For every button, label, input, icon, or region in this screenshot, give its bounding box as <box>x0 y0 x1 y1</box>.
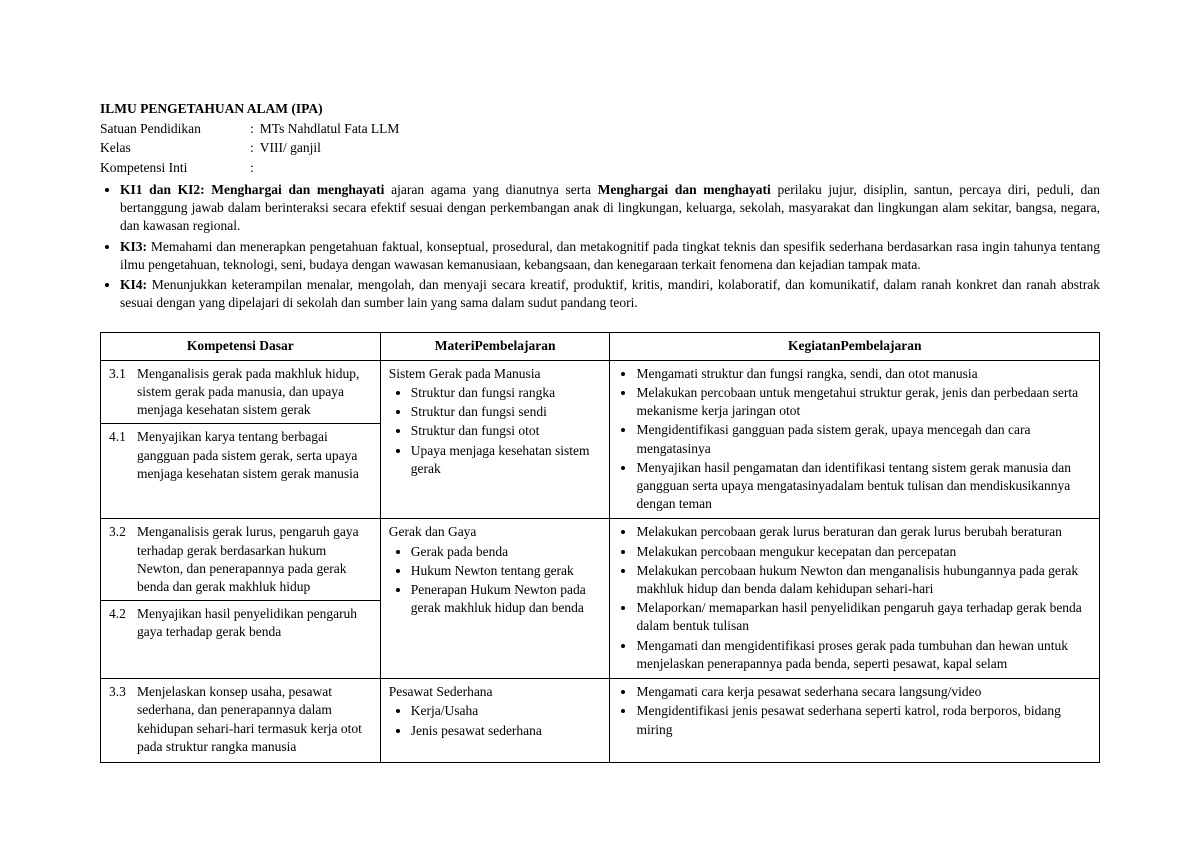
kegiatan-item: Mengamati struktur dan fungsi rangka, se… <box>636 365 1091 383</box>
ki-item-0: KI1 dan KI2: Menghargai dan menghayati a… <box>120 181 1100 236</box>
materi-item: Kerja/Usaha <box>411 702 602 720</box>
kd-item: 3.2Menganalisis gerak lurus, pengaruh ga… <box>109 523 372 596</box>
kegiatan-item: Mengamati dan mengidentifikasi proses ge… <box>636 637 1091 673</box>
kd-num: 3.2 <box>109 523 137 596</box>
ki-bold-0b: Menghargai dan menghayati <box>598 182 771 197</box>
materi-cell: Pesawat SederhanaKerja/Usaha Jenis pesawa… <box>380 679 610 763</box>
materi-item: Struktur dan fungsi otot <box>411 422 602 440</box>
kegiatan-cell: Mengamati struktur dan fungsi rangka, se… <box>610 360 1100 519</box>
table-row: 3.3Menjelaskan konsep usaha, pesawat sed… <box>101 679 1100 763</box>
kd-text: Menganalisis gerak pada makhluk hidup, s… <box>137 365 372 420</box>
meta-row-2: Kompetensi Inti : <box>100 159 1100 177</box>
ki-list: KI1 dan KI2: Menghargai dan menghayati a… <box>100 181 1100 313</box>
meta-colon-1: : <box>250 139 254 157</box>
meta-row-1: Kelas : VIII/ ganjil <box>100 139 1100 157</box>
meta-colon-2: : <box>250 159 254 177</box>
kegiatan-cell: Melakukan percobaan gerak lurus beratura… <box>610 519 1100 679</box>
ki-bold-1: KI3: <box>120 239 147 254</box>
kegiatan-list: Mengamati cara kerja pesawat sederhana s… <box>618 683 1091 739</box>
materi-item: Upaya menjaga kesehatan sistem gerak <box>411 442 602 478</box>
th-mat: MateriPembelajaran <box>380 333 610 360</box>
kd-cell: 3.3Menjelaskan konsep usaha, pesawat sed… <box>101 679 381 763</box>
kd-num: 3.1 <box>109 365 137 420</box>
th-kd: Kompetensi Dasar <box>101 333 381 360</box>
ki-item-1: KI3: Memahami dan menerapkan pengetahuan… <box>120 238 1100 274</box>
kd-text: Menjelaskan konsep usaha, pesawat sederh… <box>137 683 372 756</box>
kegiatan-item: Melakukan percobaan gerak lurus beratura… <box>636 523 1091 541</box>
materi-item: Jenis pesawat sederhana <box>411 722 602 740</box>
meta-row-0: Satuan Pendidikan : MTs Nahdlatul Fata L… <box>100 120 1100 138</box>
th-keg: KegiatanPembelajaran <box>610 333 1100 360</box>
meta-colon-0: : <box>250 120 254 138</box>
ki-text-2: Menunjukkan keterampilan menalar, mengol… <box>120 277 1100 310</box>
materi-list: Gerak pada bendaHukum Newton tentang ger… <box>389 543 602 618</box>
materi-list: Struktur dan fungsi rangkaStruktur dan f… <box>389 384 602 478</box>
ki-item-2: KI4: Menunjukkan keterampilan menalar, m… <box>120 276 1100 312</box>
kd-item: 3.3Menjelaskan konsep usaha, pesawat sed… <box>109 683 372 756</box>
ki-bold-2: KI4: <box>120 277 147 292</box>
kd-num: 4.1 <box>109 428 137 483</box>
kd-cell: 3.2Menganalisis gerak lurus, pengaruh ga… <box>101 519 381 679</box>
kegiatan-list: Melakukan percobaan gerak lurus beratura… <box>618 523 1091 673</box>
kd-text: Menyajikan karya tentang berbagai ganggu… <box>137 428 372 483</box>
materi-item: Penerapan Hukum Newton pada gerak makhlu… <box>411 581 602 617</box>
materi-list: Kerja/Usaha Jenis pesawat sederhana <box>389 702 602 739</box>
meta-label-0: Satuan Pendidikan <box>100 120 250 138</box>
kegiatan-list: Mengamati struktur dan fungsi rangka, se… <box>618 365 1091 514</box>
materi-cell: Sistem Gerak pada ManusiaStruktur dan fu… <box>380 360 610 519</box>
materi-cell: Gerak dan Gaya Gerak pada bendaHukum Newt… <box>380 519 610 679</box>
table-body: 3.1Menganalisis gerak pada makhluk hidup… <box>101 360 1100 762</box>
kegiatan-item: Melakukan percobaan untuk mengetahui str… <box>636 384 1091 420</box>
table-row: 3.2Menganalisis gerak lurus, pengaruh ga… <box>101 519 1100 679</box>
kegiatan-item: Melakukan percobaan mengukur kecepatan d… <box>636 543 1091 561</box>
kd-cell: 3.1Menganalisis gerak pada makhluk hidup… <box>101 360 381 519</box>
kd-item: 4.2Menyajikan hasil penyelidikan pengaru… <box>101 600 380 641</box>
kd-text: Menyajikan hasil penyelidikan pengaruh g… <box>137 605 372 641</box>
kegiatan-item: Mengidentifikasi gangguan pada sistem ge… <box>636 421 1091 457</box>
meta-label-2: Kompetensi Inti <box>100 159 250 177</box>
kd-item: 3.1Menganalisis gerak pada makhluk hidup… <box>109 365 372 420</box>
curriculum-table: Kompetensi Dasar MateriPembelajaran Kegi… <box>100 332 1100 763</box>
materi-title: Sistem Gerak pada Manusia <box>389 365 602 383</box>
kd-item: 4.1Menyajikan karya tentang berbagai gan… <box>101 423 380 483</box>
kd-num: 3.3 <box>109 683 137 756</box>
doc-title: ILMU PENGETAHUAN ALAM (IPA) <box>100 100 1100 118</box>
materi-item: Hukum Newton tentang gerak <box>411 562 602 580</box>
ki-mid-0: ajaran agama yang dianutnya serta <box>384 182 597 197</box>
kegiatan-item: Melaporkan/ memaparkan hasil penyelidika… <box>636 599 1091 635</box>
meta-label-1: Kelas <box>100 139 250 157</box>
materi-title: Gerak dan Gaya <box>389 523 602 541</box>
kegiatan-item: Melakukan percobaan hukum Newton dan men… <box>636 562 1091 598</box>
kegiatan-item: Mengamati cara kerja pesawat sederhana s… <box>636 683 1091 701</box>
ki-text-1: Memahami dan menerapkan pengetahuan fakt… <box>120 239 1100 272</box>
kegiatan-item: Mengidentifikasi jenis pesawat sederhana… <box>636 702 1091 738</box>
table-row: 3.1Menganalisis gerak pada makhluk hidup… <box>101 360 1100 519</box>
materi-item: Gerak pada benda <box>411 543 602 561</box>
materi-item: Struktur dan fungsi sendi <box>411 403 602 421</box>
materi-item: Struktur dan fungsi rangka <box>411 384 602 402</box>
meta-value-1: VIII/ ganjil <box>260 139 321 157</box>
kegiatan-cell: Mengamati cara kerja pesawat sederhana s… <box>610 679 1100 763</box>
meta-value-0: MTs Nahdlatul Fata LLM <box>260 120 400 138</box>
kd-text: Menganalisis gerak lurus, pengaruh gaya … <box>137 523 372 596</box>
materi-title: Pesawat Sederhana <box>389 683 602 701</box>
ki-bold-0a: KI1 dan KI2: Menghargai dan menghayati <box>120 182 384 197</box>
kegiatan-item: Menyajikan hasil pengamatan dan identifi… <box>636 459 1091 514</box>
kd-num: 4.2 <box>109 605 137 641</box>
